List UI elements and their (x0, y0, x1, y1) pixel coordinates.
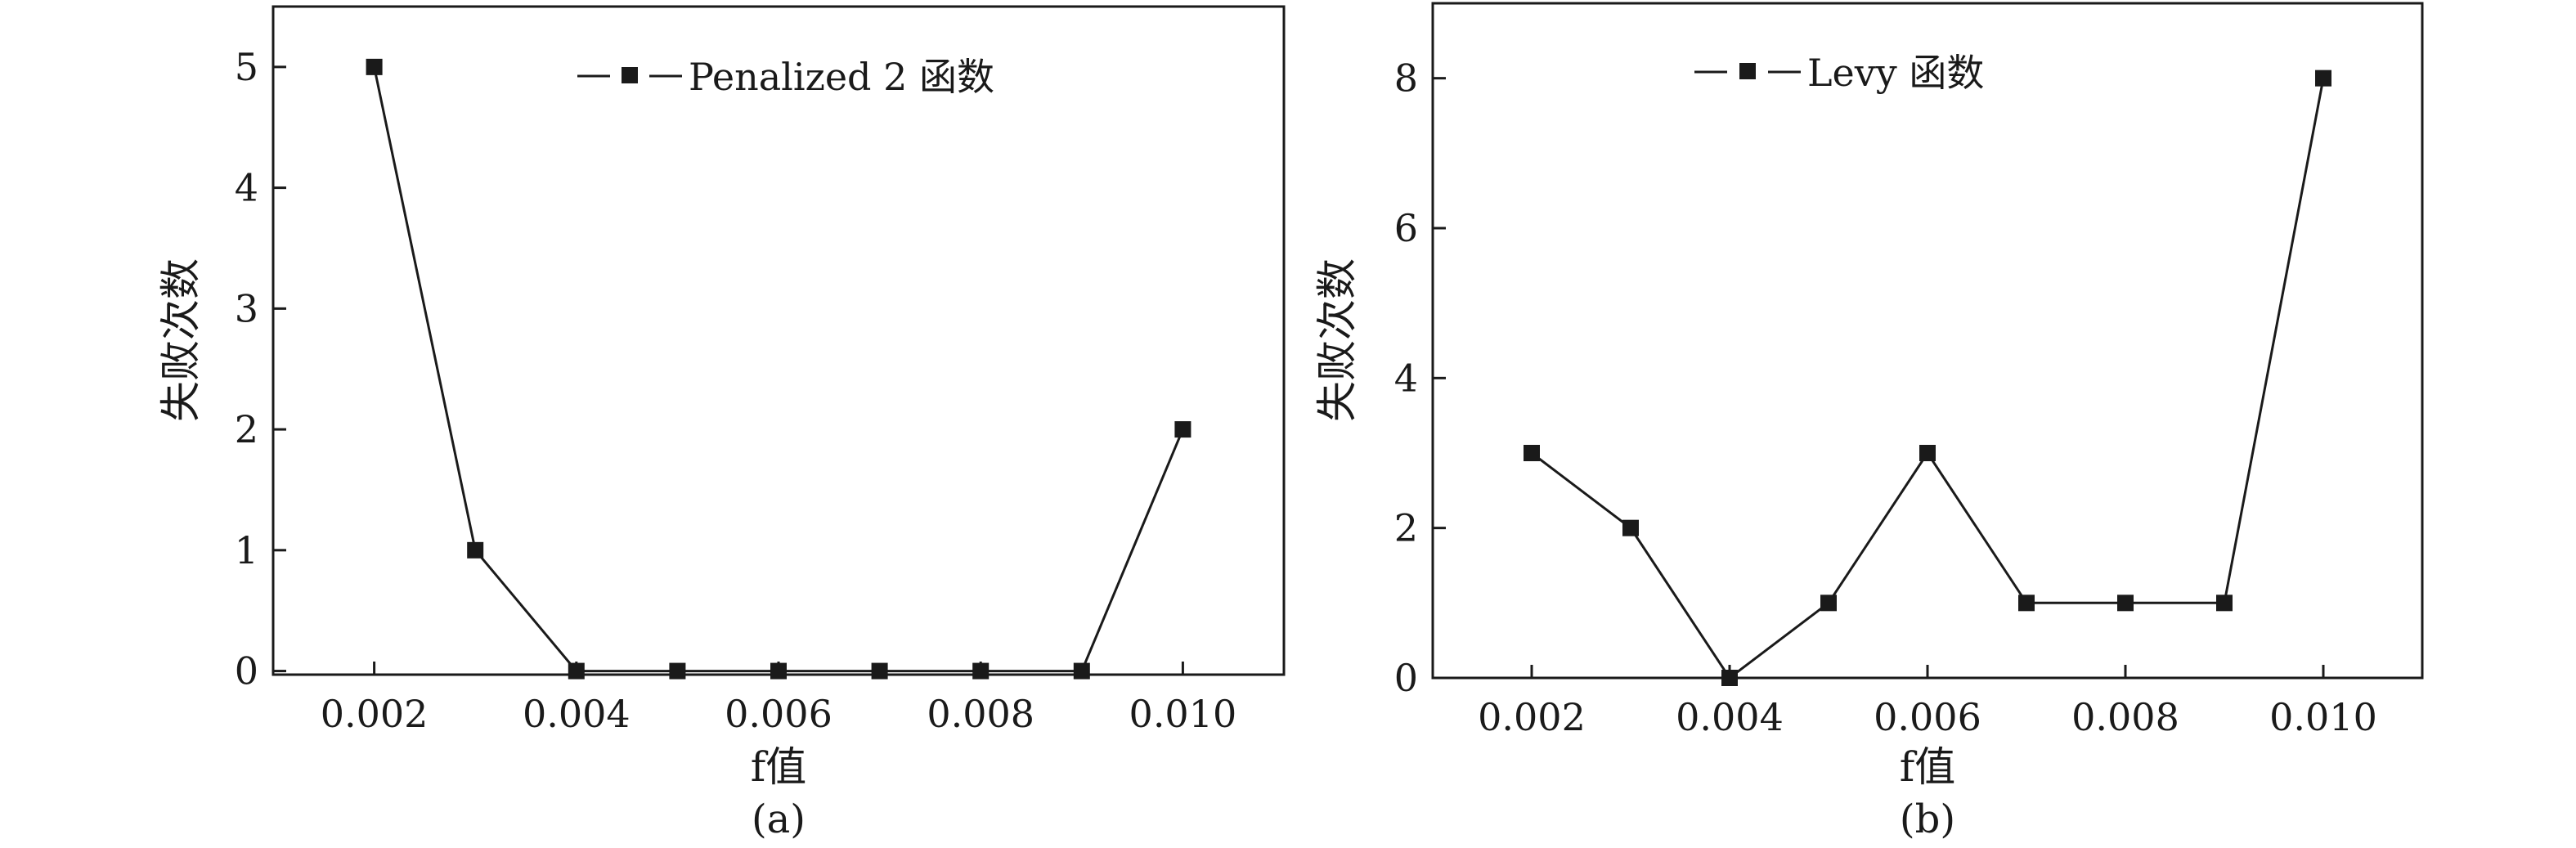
x-tick-label: 0.004 (523, 692, 631, 736)
y-axis-label: 失败次数 (157, 258, 204, 422)
legend-marker (1739, 63, 1756, 79)
x-tick-label: 0.010 (2269, 695, 2377, 739)
data-point (366, 58, 383, 75)
y-tick-label: 8 (1394, 56, 1418, 101)
y-tick-label: 4 (1394, 356, 1418, 400)
y-tick-label: 1 (235, 528, 258, 572)
y-tick-label: 5 (235, 45, 258, 89)
x-tick-label: 0.002 (1478, 695, 1586, 739)
legend-label: Levy 函数 (1807, 51, 1984, 95)
data-series (366, 58, 1192, 680)
legend-marker (622, 67, 638, 83)
data-point (1073, 662, 1090, 680)
x-axis-label: f值 (751, 743, 807, 791)
data-point (2117, 594, 2134, 612)
y-tick-label: 4 (235, 166, 258, 210)
x-tick-label: 0.004 (1676, 695, 1784, 739)
data-point (1622, 519, 1639, 536)
data-point (467, 541, 484, 559)
series-line (1531, 78, 2325, 680)
x-tick-label: 0.008 (927, 692, 1034, 736)
y-axis-label: 失败次数 (1313, 258, 1361, 422)
data-point (770, 662, 787, 680)
data-point (1820, 594, 1837, 612)
x-tick-label: 0.010 (1129, 692, 1237, 736)
data-point (972, 662, 990, 680)
data-point (568, 662, 585, 680)
legend: Penalized 2 函数 (577, 55, 994, 99)
x-axis-label: f值 (1900, 743, 1956, 791)
data-point (669, 662, 686, 680)
panel-label: (b) (1900, 796, 1955, 842)
y-tick-label: 2 (1394, 506, 1418, 550)
y-tick-label: 6 (1394, 206, 1418, 250)
y-tick-label: 2 (235, 407, 258, 451)
data-point (2315, 70, 2331, 87)
data-point (1524, 445, 1540, 461)
data-point (1721, 670, 1738, 686)
x-axis-ticks: 0.002 0.004 0.006 0.008 0.010 (321, 662, 1237, 736)
data-series (1524, 70, 2331, 686)
x-tick-label: 0.002 (321, 692, 429, 736)
data-point (2018, 594, 2035, 612)
chart-panel-a: 0 1 2 3 4 5 0.002 0.004 0.006 0.008 0.010 Penaliz… (157, 5, 1286, 842)
data-point (871, 662, 888, 680)
x-tick-label: 0.008 (2071, 695, 2179, 739)
data-point (2216, 594, 2233, 612)
panel-label: (a) (752, 796, 806, 842)
y-axis-ticks: 0 1 2 3 4 5 (235, 45, 286, 693)
legend: Levy 函数 (1694, 51, 1984, 95)
y-tick-label: 0 (235, 649, 258, 693)
y-tick-label: 3 (235, 286, 258, 330)
x-tick-label: 0.006 (1874, 695, 1981, 739)
y-tick-label: 0 (1394, 656, 1418, 700)
x-axis-ticks: 0.002 0.004 0.006 0.008 0.010 (1478, 665, 2377, 739)
x-tick-label: 0.006 (725, 692, 832, 736)
legend-label: Penalized 2 函数 (689, 55, 994, 99)
plot-frame (272, 5, 1286, 676)
data-point (1919, 445, 1936, 461)
data-point (1174, 421, 1192, 438)
series-line (373, 66, 1184, 673)
y-axis-ticks: 0 2 4 6 8 (1394, 56, 1446, 700)
